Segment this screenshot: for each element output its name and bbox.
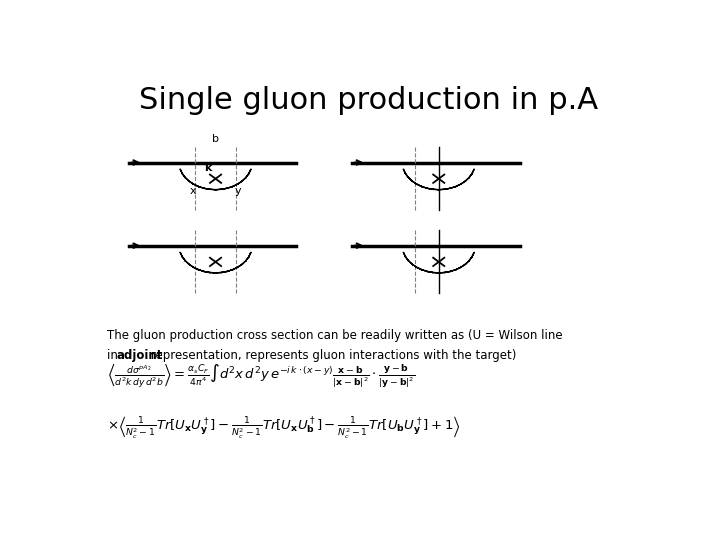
Text: x: x	[189, 186, 196, 195]
Text: adjoint: adjoint	[117, 349, 163, 362]
Text: y: y	[235, 186, 242, 195]
Text: k: k	[204, 163, 212, 173]
Text: representation, represents gluon interactions with the target): representation, represents gluon interac…	[147, 349, 516, 362]
Text: Single gluon production in p.A: Single gluon production in p.A	[140, 85, 598, 114]
Text: in: in	[107, 349, 122, 362]
Text: $\times \left\langle \frac{1}{N_c^2-1} Tr[U_\mathbf{x} U_\mathbf{y}^\dagger] - \: $\times \left\langle \frac{1}{N_c^2-1} T…	[107, 414, 461, 440]
Text: The gluon production cross section can be readily written as (U = Wilson line: The gluon production cross section can b…	[107, 329, 562, 342]
Text: b: b	[212, 134, 219, 144]
Text: $\left\langle \frac{d\sigma^{pA_2}}{d^2k\,dy\,d^2b} \right\rangle = \frac{\alpha: $\left\langle \frac{d\sigma^{pA_2}}{d^2k…	[107, 362, 415, 389]
